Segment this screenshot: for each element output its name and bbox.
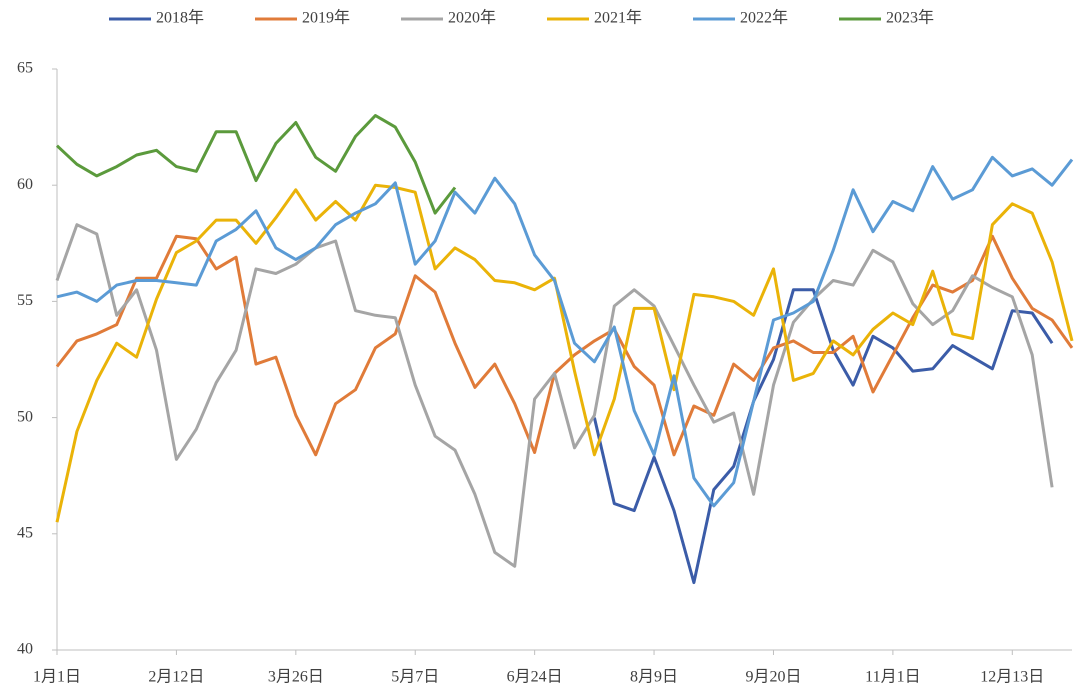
legend-label: 2023年 <box>886 9 934 27</box>
x-tick-label: 9月20日 <box>745 669 801 686</box>
x-tick-label: 2月12日 <box>148 669 204 686</box>
series-line <box>592 288 1054 585</box>
legend-label: 2019年 <box>302 9 350 27</box>
y-tick-label: 65 <box>17 60 33 77</box>
legend-label: 2021年 <box>594 9 642 27</box>
series-line <box>55 234 1074 457</box>
x-tick-label: 1月1日 <box>33 669 81 686</box>
series-line <box>55 114 457 215</box>
series-line <box>55 223 1054 568</box>
series-line <box>56 155 1074 508</box>
x-tick-label: 11月1日 <box>865 669 920 686</box>
y-tick-label: 40 <box>17 641 33 658</box>
legend-label: 2018年 <box>156 9 204 27</box>
series-line <box>55 183 1074 523</box>
x-tick-label: 8月9日 <box>630 669 678 686</box>
x-tick-label: 3月26日 <box>268 669 324 686</box>
y-tick-label: 50 <box>17 408 33 425</box>
x-tick-label: 5月7日 <box>391 669 439 686</box>
x-tick-label: 6月24日 <box>507 669 563 686</box>
y-tick-label: 60 <box>17 176 33 193</box>
y-tick-label: 55 <box>17 292 33 309</box>
x-tick-label: 12月13日 <box>980 669 1044 686</box>
legend-label: 2020年 <box>448 9 496 27</box>
legend-label: 2022年 <box>740 9 788 27</box>
y-tick-label: 45 <box>17 524 33 541</box>
